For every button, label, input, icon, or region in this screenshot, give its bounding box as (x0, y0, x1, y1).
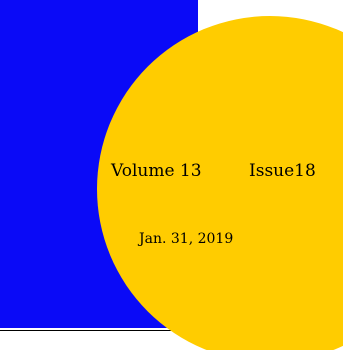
issue-date: Jan. 31, 2019 (139, 231, 234, 247)
volume-label: Volume 13 (111, 161, 202, 181)
issue-label: Issue18 (249, 161, 316, 181)
frame-top-rule (0, 330, 328, 331)
